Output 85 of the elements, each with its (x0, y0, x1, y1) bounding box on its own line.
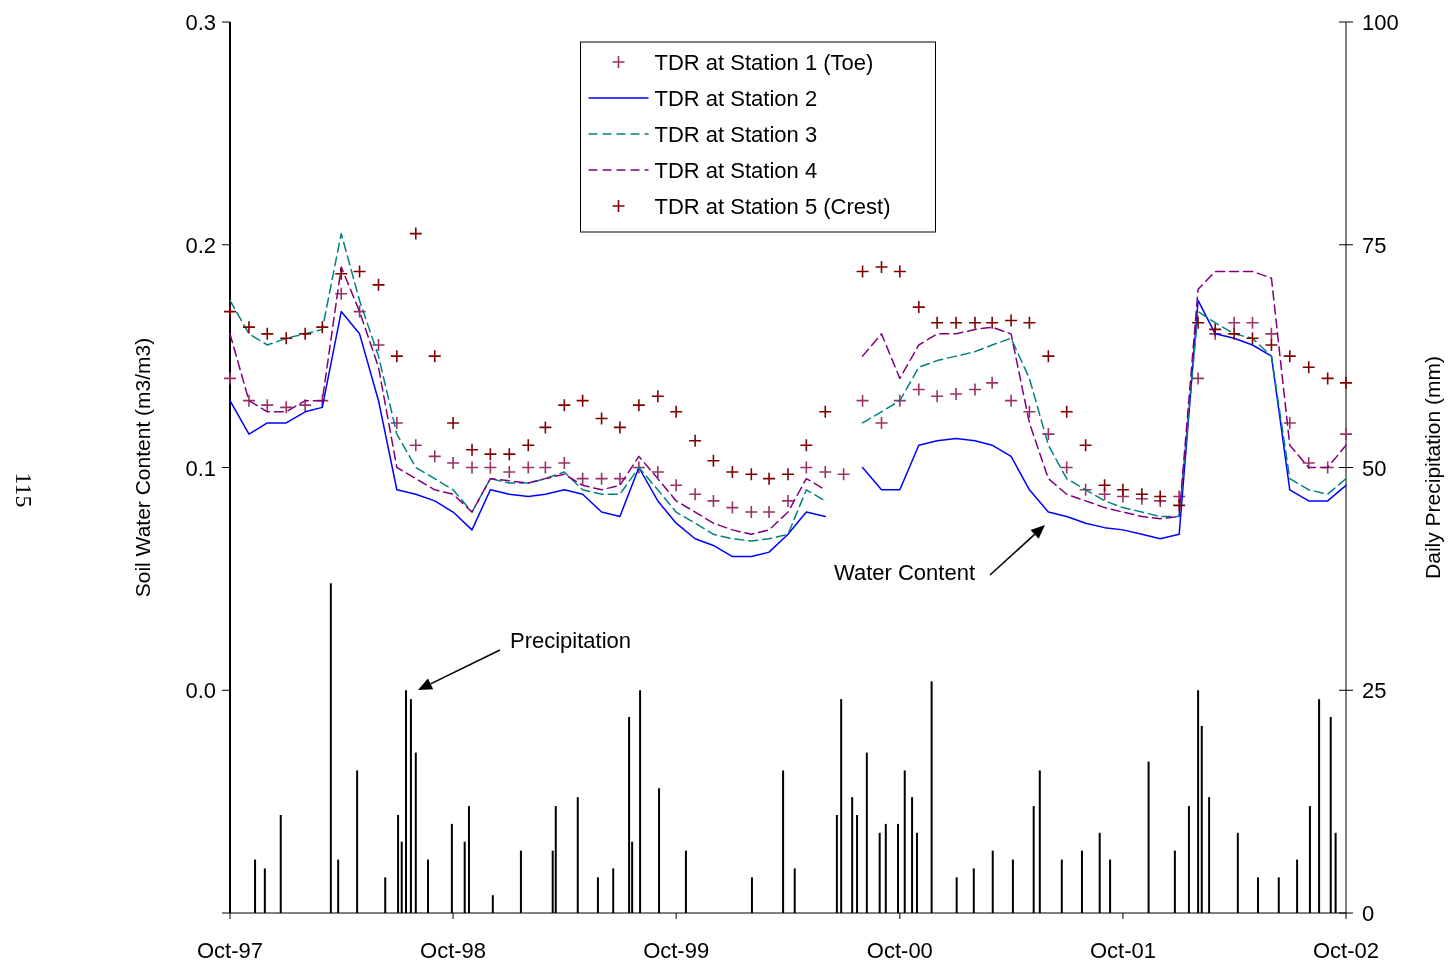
point (1097, 478, 1112, 493)
y-tick-label: 0.1 (185, 455, 216, 481)
point (1153, 489, 1167, 504)
y2-tick-label: 75 (1362, 232, 1387, 258)
point (242, 320, 256, 334)
y2-tick-label: 25 (1362, 678, 1387, 704)
y2-axis-title: Daily Precipitation (mm) (1421, 356, 1444, 579)
x-tick-label: Oct-00 (866, 938, 933, 963)
point (651, 389, 665, 404)
point (1264, 338, 1279, 352)
point (260, 327, 275, 341)
point (968, 315, 982, 330)
annotation: Water Content (833, 560, 975, 585)
point (744, 467, 759, 481)
point (818, 405, 833, 419)
point (1022, 315, 1037, 330)
legend-label: TDR at Station 4 (654, 158, 818, 183)
x-tick-label: Oct-99 (643, 938, 710, 963)
point (874, 260, 889, 274)
point (1227, 327, 1241, 341)
point (1004, 313, 1018, 328)
point (1116, 482, 1130, 497)
point (985, 315, 999, 330)
point (1301, 360, 1316, 375)
point (799, 438, 814, 453)
point (352, 264, 367, 279)
point (502, 447, 517, 461)
point (427, 349, 442, 363)
legend-label: TDR at Station 5 (Crest) (654, 194, 891, 219)
point (483, 447, 498, 461)
point (1041, 349, 1056, 363)
annotation: Precipitation (510, 628, 632, 653)
point (223, 304, 237, 319)
point (371, 278, 386, 292)
point (298, 327, 312, 341)
point (688, 433, 702, 448)
point (632, 398, 646, 412)
legend-label: TDR at Station 3 (654, 122, 818, 147)
point (538, 420, 553, 435)
y2-tick-label: 0 (1362, 901, 1375, 926)
point (1078, 438, 1093, 453)
point (409, 226, 423, 241)
y-tick-label: 0.0 (185, 678, 216, 704)
legend-label: TDR at Station 2 (654, 86, 818, 111)
point (465, 442, 479, 457)
legend-label: TDR at Station 1 (Toe) (654, 50, 874, 75)
point (279, 331, 294, 346)
point (557, 398, 572, 412)
point (1191, 315, 1205, 330)
x-tick-label: Oct-98 (420, 938, 487, 963)
point (706, 454, 721, 468)
point (1339, 376, 1353, 390)
y2-tick-label: 100 (1362, 10, 1399, 35)
x-tick-label: Oct-02 (1312, 938, 1380, 963)
point (613, 420, 627, 435)
point (594, 411, 609, 426)
y2-tick-label: 50 (1362, 455, 1387, 481)
point (315, 320, 330, 334)
point (1282, 349, 1297, 363)
point (1208, 322, 1223, 337)
x-tick-label: Oct-01 (1089, 938, 1156, 963)
point (1320, 371, 1335, 386)
point (521, 438, 536, 453)
y-axis-title: Soil Water Content (m3/m3) (131, 337, 154, 598)
point (762, 471, 776, 486)
y-tick-label: 0.2 (185, 232, 216, 258)
text: 115 (11, 472, 37, 508)
point (575, 393, 590, 408)
point (930, 315, 944, 330)
point (1059, 405, 1074, 419)
point (446, 416, 460, 430)
point (911, 300, 926, 314)
point (334, 266, 349, 281)
point (855, 264, 870, 279)
point (949, 315, 963, 330)
point (1135, 487, 1149, 502)
y-tick-label: 0.3 (185, 10, 216, 35)
point (893, 264, 907, 279)
point (725, 465, 740, 479)
point (781, 467, 795, 481)
point (1172, 498, 1186, 513)
point (669, 405, 683, 419)
x-tick-label: Oct-97 (196, 938, 264, 963)
point (390, 349, 404, 363)
point (1245, 331, 1260, 346)
